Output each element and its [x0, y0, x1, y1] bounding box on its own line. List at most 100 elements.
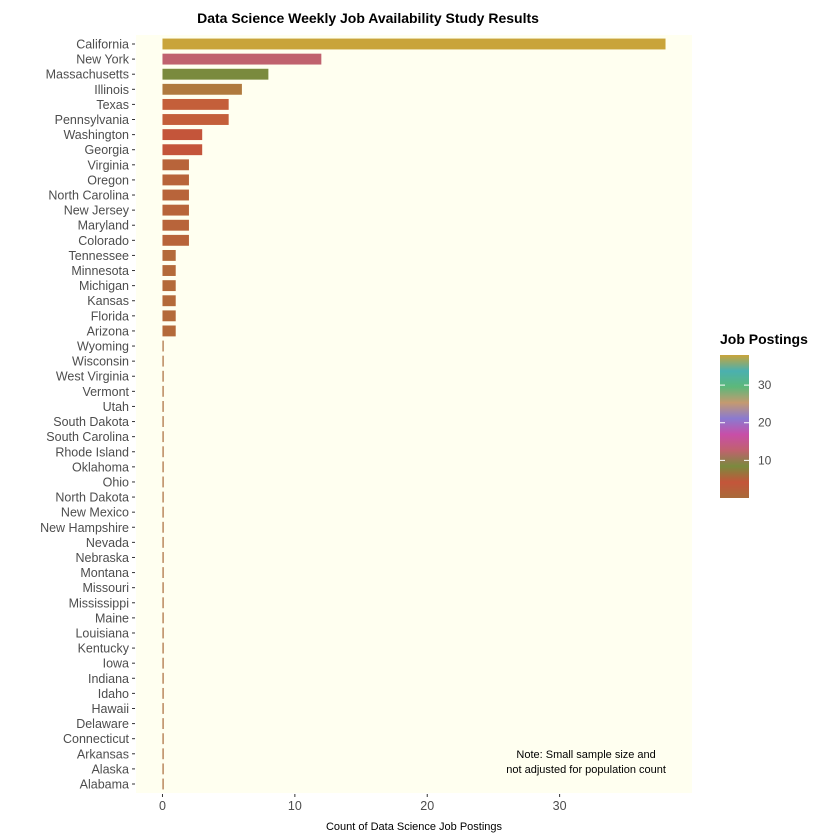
bar-massachusetts: [162, 68, 269, 80]
x-axis-title: Count of Data Science Job Postings: [326, 821, 503, 833]
bar-wyoming: [162, 340, 164, 352]
bar-indiana: [162, 672, 164, 684]
annotation-note: Note: Small sample size and: [516, 749, 655, 761]
bar-montana: [162, 567, 164, 579]
x-tick-label: 0: [159, 799, 166, 813]
bar-iowa: [162, 657, 164, 669]
y-tick-label: Washington: [63, 128, 129, 142]
y-tick-label: Montana: [80, 566, 129, 580]
bar-california: [162, 38, 666, 50]
y-tick-label: Virginia: [88, 158, 130, 172]
bar-georgia: [162, 144, 203, 156]
y-tick-label: Wisconsin: [72, 355, 129, 369]
x-axis: 0 10 20 30: [159, 794, 567, 813]
y-tick-label: Illinois: [94, 83, 129, 97]
legend: Job Postings 10 20 30: [720, 331, 808, 498]
bars-group: [162, 38, 666, 790]
y-tick-label: South Carolina: [46, 430, 129, 444]
x-tick-label: 10: [288, 799, 302, 813]
bar-hawaii: [162, 703, 164, 714]
y-tick-label: New Jersey: [64, 204, 130, 218]
y-tick-label: Kentucky: [78, 642, 130, 656]
y-tick-label: Florida: [91, 309, 129, 323]
y-tick-label: Iowa: [103, 657, 129, 671]
bar-illinois: [162, 83, 242, 95]
y-tick-label: Missouri: [82, 581, 129, 595]
legend-ticks: 10 20 30: [720, 378, 772, 467]
y-tick-label: Ohio: [103, 475, 129, 489]
bar-alaska: [162, 763, 164, 775]
y-tick-label: Mississippi: [69, 596, 129, 610]
bar-new-york: [162, 53, 322, 65]
y-tick-label: North Carolina: [48, 189, 129, 203]
bar-pennsylvania: [162, 114, 229, 125]
y-tick-label: Idaho: [98, 687, 129, 701]
bar-florida: [162, 310, 176, 322]
bar-washington: [162, 129, 203, 141]
y-tick-label: Utah: [103, 400, 129, 414]
bar-missouri: [162, 582, 164, 594]
chart-title: Data Science Weekly Job Availability Stu…: [197, 10, 539, 26]
bar-vermont: [162, 385, 164, 397]
bar-south-dakota: [162, 416, 164, 427]
bar-tennessee: [162, 249, 176, 261]
bar-north-carolina: [162, 189, 189, 201]
bar-maine: [162, 612, 164, 624]
bar-texas: [162, 98, 229, 110]
x-tick-label: 20: [420, 799, 434, 813]
y-tick-label: Alabama: [80, 778, 129, 792]
y-tick-label: New Mexico: [61, 506, 129, 520]
bar-delaware: [162, 718, 164, 730]
bar-wisconsin: [162, 355, 164, 367]
bar-arkansas: [162, 748, 164, 760]
legend-tick-label: 30: [758, 378, 772, 392]
y-tick-label: Arkansas: [77, 747, 129, 761]
bar-utah: [162, 401, 164, 412]
y-tick-label: Vermont: [82, 385, 129, 399]
annotations-group: Note: Small sample size and not adjusted …: [506, 749, 666, 776]
bar-arizona: [162, 325, 176, 337]
bar-new-jersey: [162, 204, 189, 216]
bar-colorado: [162, 234, 189, 246]
x-tick-label: 30: [553, 799, 567, 813]
bar-rhode-island: [162, 446, 164, 458]
y-tick-label: Oklahoma: [72, 460, 129, 474]
y-tick-label: Wyoming: [77, 340, 129, 354]
y-tick-label: Texas: [96, 98, 129, 112]
bar-kansas: [162, 295, 176, 307]
bar-new-hampshire: [162, 521, 164, 533]
y-tick-label: California: [76, 38, 129, 52]
y-tick-label: Maine: [95, 611, 129, 625]
bar-virginia: [162, 159, 189, 171]
bar-oklahoma: [162, 461, 164, 473]
bar-idaho: [162, 687, 164, 699]
y-tick-label: Connecticut: [63, 732, 130, 746]
bar-north-dakota: [162, 491, 164, 503]
y-tick-label: Hawaii: [91, 702, 129, 716]
y-tick-label: Delaware: [76, 717, 129, 731]
bar-alabama: [162, 778, 164, 790]
y-tick-label: Maryland: [78, 219, 129, 233]
y-tick-label: Tennessee: [69, 249, 130, 263]
y-tick-label: Arizona: [87, 324, 129, 338]
y-tick-label: Indiana: [88, 672, 129, 686]
bar-louisiana: [162, 627, 164, 639]
y-tick-label: Oregon: [87, 173, 129, 187]
legend-title: Job Postings: [720, 331, 808, 347]
y-tick-label: New York: [76, 53, 130, 67]
y-tick-label: Alaska: [91, 762, 129, 776]
y-tick-label: Minnesota: [71, 264, 129, 278]
y-tick-label: Louisiana: [75, 626, 129, 640]
annotation-note: not adjusted for population count: [506, 764, 666, 776]
y-tick-label: Rhode Island: [55, 445, 129, 459]
y-tick-label: New Hampshire: [40, 521, 129, 535]
y-tick-label: Massachusetts: [46, 68, 129, 82]
bar-connecticut: [162, 733, 164, 745]
bar-minnesota: [162, 265, 176, 276]
legend-colorbar: [720, 355, 749, 498]
y-tick-label: South Dakota: [53, 415, 129, 429]
bar-nevada: [162, 536, 164, 548]
y-tick-label: Pennsylvania: [55, 113, 129, 127]
